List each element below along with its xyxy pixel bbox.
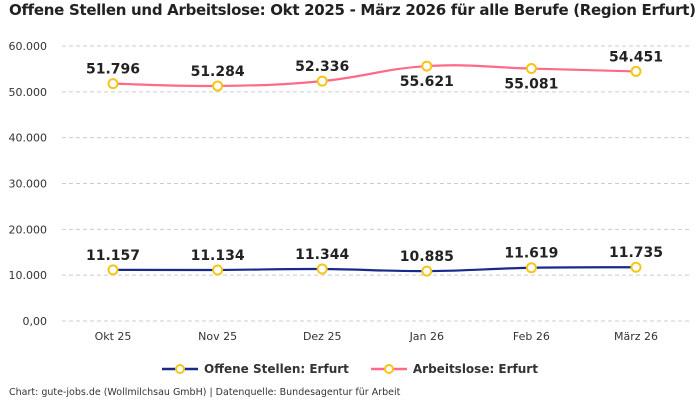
data-point [316,263,328,275]
data-label: 52.336 [295,59,349,75]
legend: Offene Stellen: Erfurt Arbeitslose: Erfu… [0,362,700,376]
y-tick-label: 10.000 [9,269,48,282]
data-point [525,63,537,75]
series-line [112,64,637,88]
y-tick-label: 30.000 [9,178,48,191]
data-label: 11.134 [191,248,245,264]
data-point [421,265,433,277]
data-point [630,261,642,273]
legend-item-arbeitslose[interactable]: Arbeitslose: Erfurt [370,362,538,376]
legend-item-offene-stellen[interactable]: Offene Stellen: Erfurt [162,362,349,376]
x-tick-label: Jan 26 [409,330,444,343]
x-tick-label: Okt 25 [95,330,132,343]
line-chart: 0,00 10.000 20.000 30.000 40.000 50.000 60.000… [9,40,690,343]
x-tick-label: Dez 25 [303,330,342,343]
chart-credit: Chart: gute-jobs.de (Wollmilchsau GmbH) … [9,387,401,398]
y-tick-label: 20.000 [9,223,48,236]
series-line [112,266,637,273]
y-tick-label: 40.000 [9,132,48,145]
data-label: 11.735 [609,245,663,261]
legend-label: Offene Stellen: Erfurt [204,362,349,376]
data-point [525,262,537,274]
data-point [212,264,224,276]
data-point [107,264,119,276]
data-label: 11.619 [504,246,558,262]
data-point [107,78,119,90]
legend-label: Arbeitslose: Erfurt [412,362,538,376]
data-label: 51.796 [86,62,140,78]
x-tick-label: März 26 [614,330,658,343]
y-tick-label: 60.000 [9,40,48,53]
x-tick-label: Feb 26 [513,330,550,343]
y-tick-label: 50.000 [9,86,48,99]
data-label: 10.885 [400,249,454,265]
data-point [421,60,433,72]
legend-swatch-icon [370,364,407,374]
legend-swatch-icon [162,364,199,374]
data-point [316,75,328,87]
data-label: 55.621 [400,74,454,90]
chart-title: Offene Stellen und Arbeitslose: Okt 2025… [9,1,696,19]
data-label: 11.157 [86,248,140,264]
data-label: 51.284 [191,64,245,80]
data-label: 11.344 [295,247,349,263]
data-point [212,80,224,92]
x-tick-label: Nov 25 [198,330,237,343]
y-tick-label: 0,00 [23,315,48,328]
data-label: 54.451 [609,49,663,65]
data-point [630,65,642,77]
data-label: 55.081 [504,77,558,93]
